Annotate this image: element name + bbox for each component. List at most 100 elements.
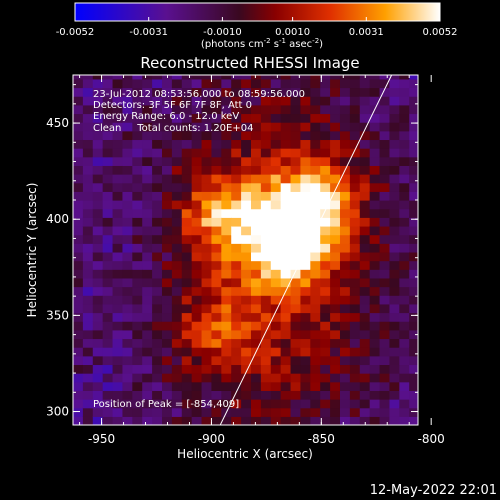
heatmap-cell — [310, 277, 321, 288]
heatmap-cell — [82, 269, 94, 279]
heatmap-cell — [92, 381, 104, 391]
heatmap-cell — [241, 96, 252, 106]
heatmap-cell — [191, 191, 203, 201]
heatmap-cell — [409, 399, 418, 409]
heatmap-cell — [300, 251, 311, 262]
heatmap-cell — [241, 260, 252, 270]
heatmap-cell — [290, 243, 302, 253]
heatmap-cell — [132, 156, 143, 166]
heatmap-cell — [379, 416, 391, 425]
heatmap-cell — [241, 182, 252, 192]
heatmap-cell — [241, 286, 252, 296]
heatmap-cell — [290, 234, 302, 244]
heatmap-cell — [379, 165, 391, 175]
heatmap-cell — [270, 234, 282, 244]
heatmap-cell — [82, 355, 94, 366]
heatmap-cell — [339, 225, 351, 236]
heatmap-cell — [280, 191, 292, 201]
heatmap-cell — [349, 156, 361, 166]
heatmap-cell — [122, 217, 133, 227]
heatmap-cell — [320, 75, 331, 80]
heatmap-cell — [161, 260, 173, 270]
heatmap-cell — [152, 251, 163, 262]
heatmap-cell — [250, 407, 262, 417]
heatmap-cell — [320, 139, 331, 149]
heatmap-cell — [152, 182, 163, 192]
heatmap-cell — [389, 208, 400, 218]
heatmap-cell — [280, 234, 292, 244]
heatmap-cell — [349, 295, 361, 305]
heatmap-cell — [112, 96, 124, 106]
heatmap-cell — [152, 303, 163, 314]
heatmap-cell — [152, 277, 163, 288]
heatmap-cell — [250, 286, 262, 296]
heatmap-cell — [359, 364, 371, 374]
heatmap-cell — [300, 96, 311, 106]
heatmap-cell — [399, 251, 410, 262]
heatmap-cell — [132, 75, 143, 80]
heatmap-cell — [171, 208, 183, 218]
heatmap-cell — [92, 78, 104, 89]
heatmap-cell — [310, 200, 321, 210]
heatmap-cell — [250, 295, 262, 305]
heatmap-cell — [369, 78, 381, 89]
heatmap-cell — [231, 87, 242, 97]
heatmap-cell — [300, 243, 311, 253]
heatmap-cell — [349, 243, 361, 253]
heatmap-cell — [122, 75, 133, 80]
heatmap-cell — [102, 234, 114, 244]
heatmap-cell — [122, 200, 133, 210]
heatmap-cell — [399, 303, 410, 314]
heatmap-cell — [152, 390, 163, 400]
heatmap-cell — [389, 104, 400, 115]
heatmap-cell — [92, 148, 104, 158]
heatmap-cell — [330, 217, 341, 227]
heatmap-cell — [201, 75, 213, 80]
heatmap-cell — [102, 243, 114, 253]
heatmap-cell — [270, 243, 282, 253]
y-tick-label: 450 — [46, 116, 69, 130]
heatmap-cell — [142, 113, 153, 123]
heatmap-cell — [320, 122, 331, 132]
heatmap-cell — [161, 182, 173, 192]
heatmap-cell — [161, 148, 173, 158]
heatmap-cell — [211, 139, 222, 149]
heatmap-cell — [280, 208, 292, 218]
heatmap-cell — [260, 96, 272, 106]
heatmap-cell — [152, 174, 163, 184]
heatmap-cell — [171, 416, 183, 425]
heatmap-cell — [389, 148, 400, 158]
heatmap-cell — [152, 243, 163, 253]
heatmap-cell — [300, 355, 311, 366]
heatmap-cell — [161, 234, 173, 244]
heatmap-cell — [379, 208, 391, 218]
heatmap-cell — [102, 329, 114, 340]
heatmap-cell — [389, 139, 400, 149]
heatmap-cell — [122, 165, 133, 175]
heatmap-cell — [171, 277, 183, 288]
heatmap-cell — [112, 165, 124, 175]
x-tick-label: -900 — [198, 432, 225, 446]
heatmap-cell — [339, 182, 351, 192]
heatmap-cell — [73, 96, 84, 106]
heatmap-cell — [409, 165, 418, 175]
heatmap-cell — [132, 225, 143, 236]
heatmap-cell — [260, 234, 272, 244]
heatmap-cell — [320, 191, 331, 201]
heatmap-cell — [389, 78, 400, 89]
heatmap-cell — [82, 295, 94, 305]
heatmap-cell — [250, 355, 262, 366]
heatmap-cell — [320, 130, 331, 141]
heatmap-cell — [132, 234, 143, 244]
heatmap-cell — [82, 174, 94, 184]
heatmap-cell — [102, 130, 114, 141]
heatmap-cell — [339, 373, 351, 383]
heatmap-cell — [369, 329, 381, 340]
heatmap-cell — [250, 104, 262, 115]
heatmap-cell — [92, 200, 104, 210]
heatmap-cell — [221, 416, 232, 425]
heatmap-cell — [300, 174, 311, 184]
heatmap-cell — [250, 208, 262, 218]
heatmap-cell — [409, 78, 418, 89]
heatmap-cell — [379, 269, 391, 279]
